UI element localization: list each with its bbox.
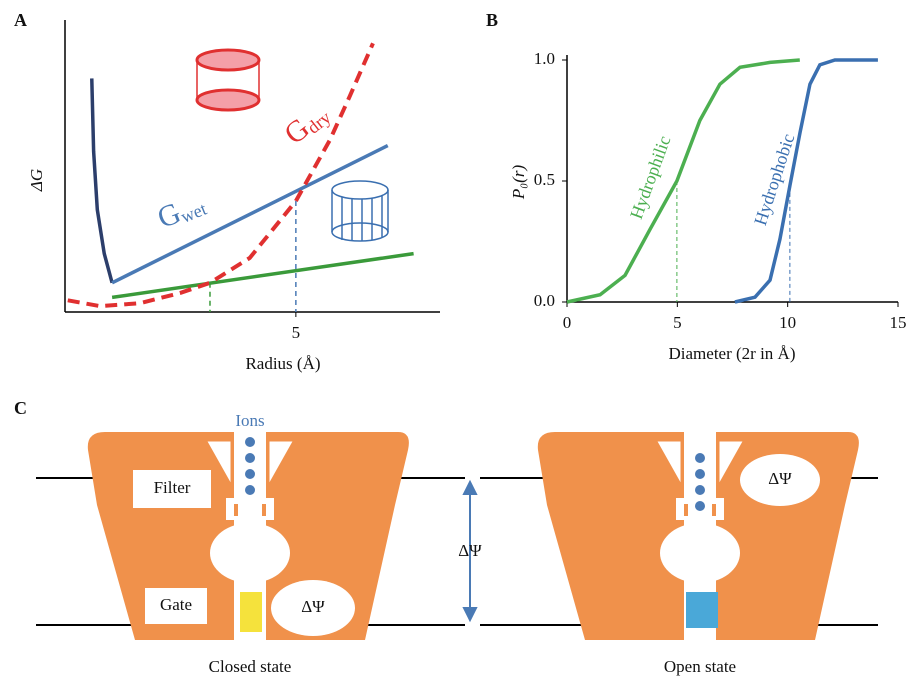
x-tick-label: 15 [890,313,907,332]
panel-label: A [14,10,27,30]
closed-channel [88,432,409,640]
y-tick-label: 0.0 [534,291,555,310]
gate-label: Gate [160,595,192,614]
curve-label-sub: wet [178,199,210,227]
potential-label: ΔΨ [768,469,792,488]
y-tick-label: 0.5 [534,170,555,189]
figure: A B C [0,0,909,684]
x-tick-label: 5 [292,323,301,342]
ions-label: Ions [235,411,264,430]
x-axis-label: Radius (Å) [245,354,320,373]
panel-label: B [486,10,498,30]
state-label: Open state [664,657,736,676]
y-tick-label: 1.0 [534,49,555,68]
open-cylinder-icon [332,181,388,241]
series-line [735,60,878,302]
curve-label: Gwet [153,186,210,235]
series-line [92,78,112,282]
x-axis-label: Diameter (2r in Å) [669,344,796,363]
panel-label: C [14,398,27,418]
y-axis-label: P₀(r) [509,165,528,201]
state-label: Closed state [209,657,292,676]
potential-label: ΔΨ [301,597,325,616]
series-label: Hydrophilic [626,133,675,222]
x-tick-label: 0 [563,313,572,332]
y-axis-label: ΔG [27,169,46,192]
open-channel [538,432,859,640]
x-tick-label: 5 [673,313,682,332]
x-tick-label: 10 [779,313,796,332]
closed-cylinder-icon [197,50,259,110]
potential-label: ΔΨ [458,541,482,560]
filter-label: Filter [154,478,191,497]
